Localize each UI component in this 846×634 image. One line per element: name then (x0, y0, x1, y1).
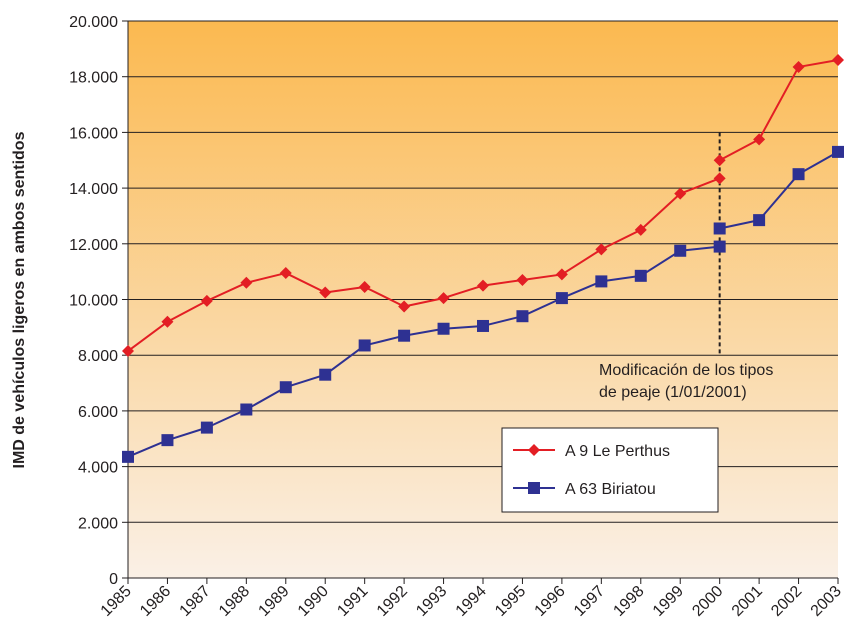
data-point (595, 243, 608, 256)
annotation-text-line1: Modificación de los tipos (599, 362, 773, 379)
data-point (200, 294, 213, 307)
x-tick-label: 1985 (98, 583, 135, 620)
y-tick-label: 12.000 (69, 237, 118, 254)
data-point (358, 280, 371, 293)
data-point (634, 223, 647, 236)
data-point (753, 214, 766, 227)
x-tick-label: 2002 (768, 583, 805, 620)
data-point (634, 269, 647, 282)
y-tick-label: 10.000 (69, 293, 118, 310)
x-tick-label: 2001 (729, 583, 766, 620)
data-point (240, 276, 253, 289)
x-tick-label: 1996 (532, 583, 569, 620)
data-point (240, 403, 253, 416)
legend-marker-a9 (528, 444, 540, 456)
data-point (437, 292, 450, 305)
data-point (713, 222, 726, 235)
annotation: Modificación de los tipos de peaje (1/01… (599, 132, 773, 401)
y-tick-label: 4.000 (78, 460, 118, 477)
y-tick-label: 8.000 (78, 348, 118, 365)
data-point (437, 322, 450, 335)
y-tick-label: 2.000 (78, 515, 118, 532)
series-2 (122, 145, 844, 463)
series-1 (122, 53, 844, 358)
x-tick-label: 1994 (453, 583, 490, 620)
y-tick-label: 18.000 (69, 70, 118, 87)
legend-box (501, 427, 719, 513)
legend: A 9 Le Perthus A 63 Biriatou (501, 427, 719, 513)
data-point (319, 368, 332, 381)
data-point (161, 434, 174, 447)
x-tick-label: 1986 (137, 583, 174, 620)
x-tick-label: 1989 (255, 583, 292, 620)
data-point (477, 279, 489, 292)
data-point (713, 154, 726, 167)
series-line (127, 177, 721, 352)
y-axis-title: IMD de vehículos ligeros en ambos sentid… (11, 131, 28, 468)
data-point (200, 421, 213, 434)
data-point (713, 172, 726, 185)
x-tick-label: 1993 (413, 583, 450, 620)
data-point (792, 168, 805, 181)
data-point (477, 319, 489, 332)
x-tick-label: 1997 (571, 583, 608, 620)
y-tick-label: 14.000 (69, 181, 118, 198)
x-tick-label: 2000 (689, 583, 726, 620)
data-point (792, 60, 805, 73)
data-point (122, 345, 134, 358)
y-axis: 0 2.000 4.000 6.000 8.000 10.000 12.000 14.000 1… (69, 14, 129, 588)
x-tick-label: 1991 (334, 583, 371, 620)
y-tick-label: 20.000 (69, 14, 118, 31)
series-line (127, 245, 720, 458)
x-tick-label: 1988 (216, 583, 253, 620)
data-point (516, 274, 529, 287)
data-point (279, 267, 292, 280)
data-point (516, 310, 529, 323)
series-layer (122, 53, 844, 463)
data-point (122, 450, 134, 463)
series-line (719, 59, 839, 162)
x-tick-label: 1998 (610, 583, 647, 620)
data-point (319, 286, 332, 299)
data-point (161, 315, 174, 328)
data-point (358, 339, 371, 352)
annotation-text-line2: de peaje (1/01/2001) (599, 384, 747, 401)
data-point (832, 53, 844, 66)
series-line (719, 151, 839, 230)
data-point (555, 268, 568, 281)
data-point (555, 292, 568, 305)
y-tick-label: 6.000 (78, 404, 118, 421)
x-tick-label: 1992 (374, 583, 411, 620)
data-point (674, 187, 687, 200)
data-point (753, 133, 766, 146)
x-tick-label: 2003 (808, 583, 845, 620)
data-point (398, 300, 411, 313)
x-tick-label: 1999 (650, 583, 687, 620)
data-point (595, 275, 608, 288)
x-axis: 1985 1986 1987 1988 1989 1990 1991 1992 1993 1994… (98, 577, 845, 620)
x-tick-label: 1995 (492, 583, 529, 620)
data-point (279, 381, 292, 394)
data-point (832, 145, 844, 158)
y-tick-label: 0 (109, 571, 118, 588)
x-tick-label: 1987 (177, 583, 214, 620)
data-point (398, 329, 411, 342)
legend-label-a63: A 63 Biriatou (565, 481, 656, 498)
x-tick-label: 1990 (295, 583, 332, 620)
y-tick-label: 16.000 (69, 125, 118, 142)
legend-marker-a63 (528, 482, 540, 494)
data-point (713, 240, 726, 253)
data-point (674, 244, 687, 257)
legend-label-a9: A 9 Le Perthus (565, 443, 670, 460)
